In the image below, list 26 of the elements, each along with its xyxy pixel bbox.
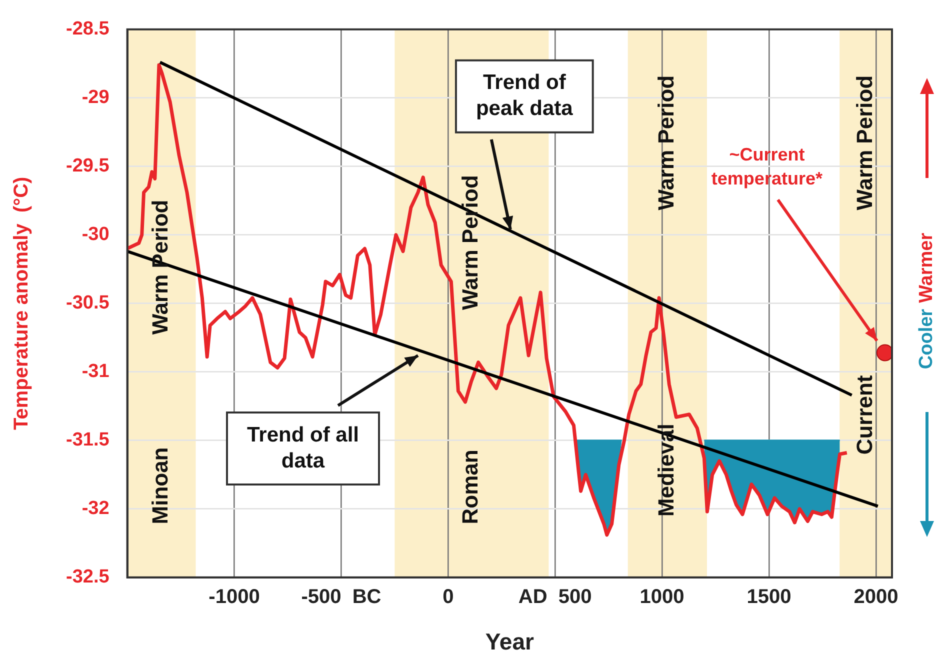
- y-tick-label: -32: [82, 498, 110, 520]
- x-tick-label: 2000: [854, 586, 898, 608]
- annotation: Trend of all data: [246, 423, 360, 472]
- y-tick-label: -28.5: [66, 18, 110, 40]
- x-tick-label: -1000: [208, 586, 260, 608]
- y-tick-label: -29.5: [66, 156, 110, 177]
- y-tick-label: -30: [82, 224, 110, 246]
- text: Roman Warm Period: [458, 175, 483, 524]
- text: Medieval Warm Period: [653, 75, 678, 517]
- y-tick-label: -30.5: [66, 292, 110, 314]
- text: Minoan Warm Period: [148, 200, 173, 524]
- y-tick-label: -29: [82, 87, 110, 108]
- x-tick-label: 1500: [746, 586, 792, 608]
- x-tick-label: 1000: [640, 586, 684, 608]
- y-axis-title: Temperature anomaly (°C): [10, 176, 33, 430]
- x-tick-label: 0: [442, 586, 454, 608]
- text: Warmer: [916, 232, 937, 303]
- y-tick-label: -31.5: [66, 430, 110, 451]
- x-tick-label: AD 500: [518, 586, 592, 608]
- annotation: Trend of peak data: [476, 71, 574, 120]
- text: Cooler: [916, 308, 937, 370]
- x-tick-label: -500 BC: [301, 586, 382, 608]
- y-tick-label: -31: [82, 361, 110, 382]
- x-axis-title: Year: [485, 628, 534, 655]
- text: Current Warm Period: [852, 75, 877, 455]
- y-tick-label: -32.5: [66, 566, 110, 588]
